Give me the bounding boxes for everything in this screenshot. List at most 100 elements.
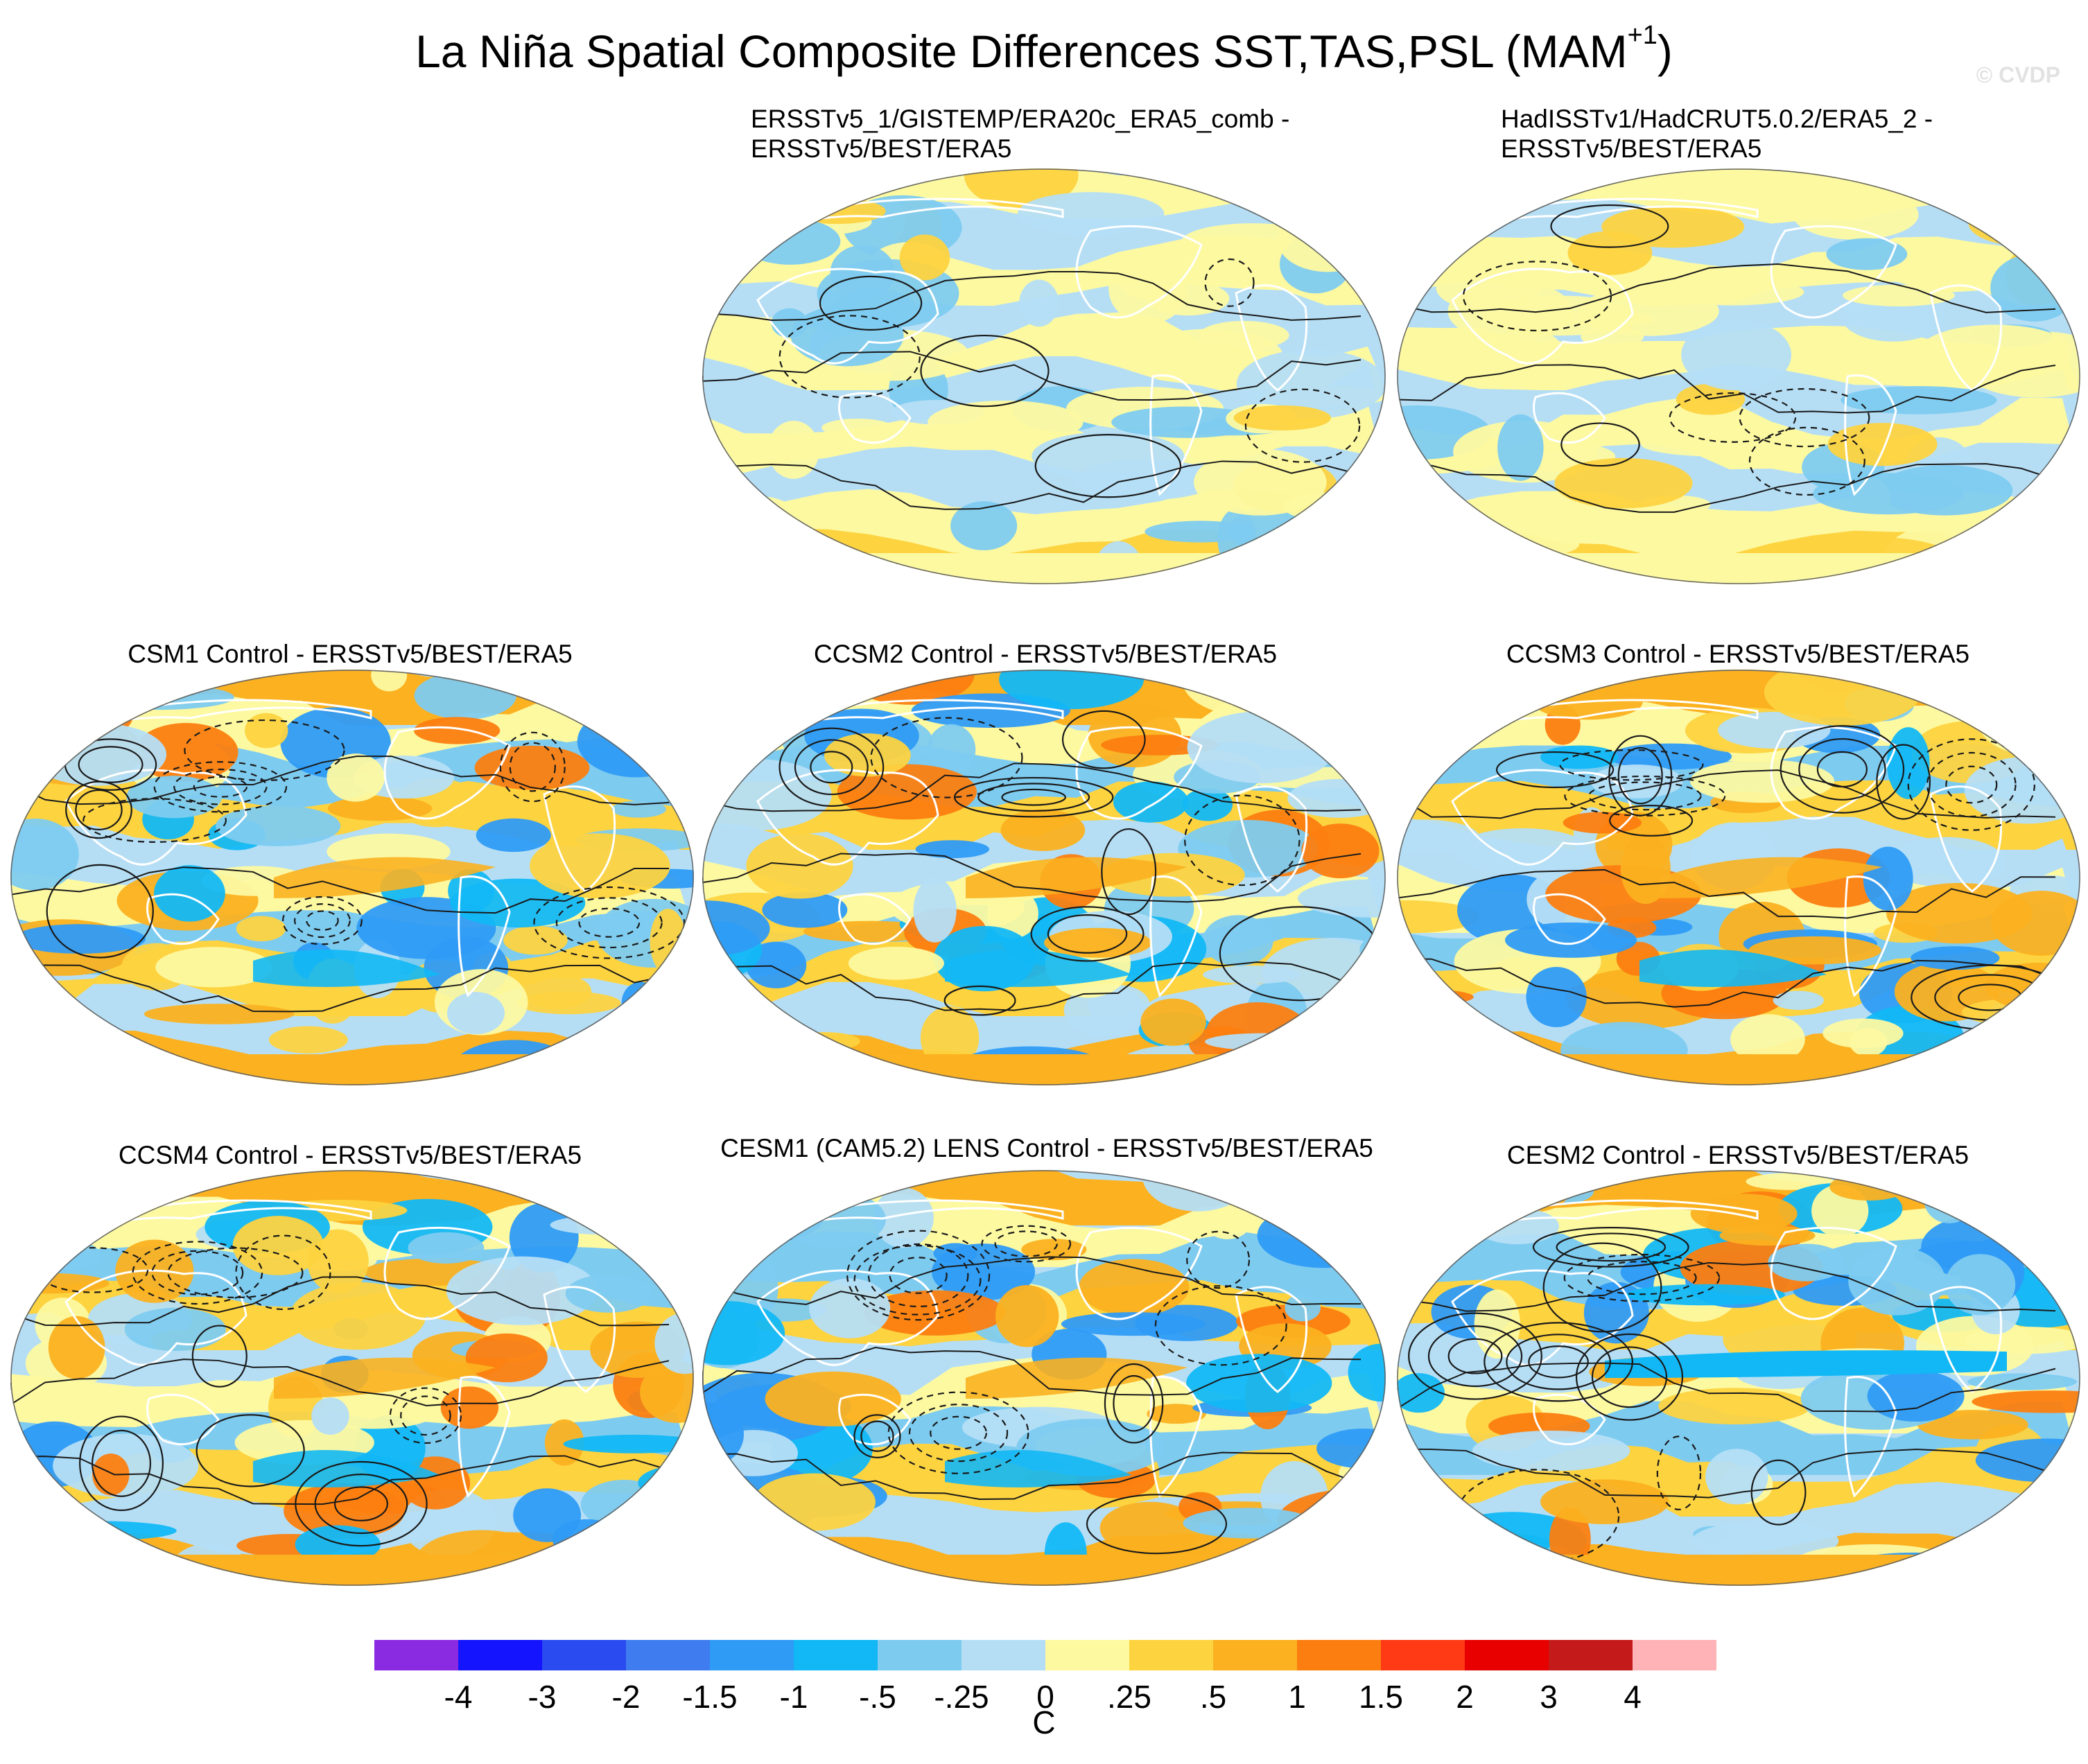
psl-contour-positive bbox=[1397, 263, 2056, 313]
psl-contour-positive bbox=[75, 789, 123, 830]
continent-outline bbox=[1770, 225, 1897, 319]
psl-contour-positive bbox=[10, 1276, 670, 1327]
psl-contour-negative bbox=[167, 1247, 304, 1299]
colorbar-tick-label: -.25 bbox=[934, 1679, 989, 1715]
anomaly-blob bbox=[899, 234, 950, 281]
panel-title-csm1: CSM1 Control - ERSSTv5/BEST/ERA5 bbox=[128, 640, 573, 668]
southern-cold-anomaly bbox=[1639, 950, 1827, 987]
psl-contour-positive bbox=[1397, 1261, 2056, 1312]
anomaly-blob bbox=[1203, 966, 1301, 984]
colorbar-swatch bbox=[794, 1640, 878, 1670]
psl-contour-negative bbox=[1563, 1253, 1721, 1302]
psl-contour-positive bbox=[1609, 805, 1694, 837]
continent-outline bbox=[1451, 769, 1634, 866]
psl-contour-positive bbox=[794, 739, 869, 796]
pacific-warm-anomaly bbox=[274, 1357, 496, 1399]
anomaly-blob bbox=[1863, 846, 1913, 911]
map-cesm2 bbox=[1397, 1170, 2080, 1586]
colorbar-swatch bbox=[374, 1640, 458, 1670]
psl-contour-positive bbox=[1104, 1363, 1164, 1444]
colorbar-tick-label: 1.5 bbox=[1359, 1679, 1403, 1715]
colorbar-swatch bbox=[1213, 1640, 1297, 1670]
colorbar-swatch bbox=[1381, 1640, 1465, 1670]
colorbar-swatch bbox=[1549, 1640, 1633, 1670]
psl-contour-positive bbox=[10, 756, 670, 805]
anomaly-blob bbox=[155, 947, 272, 988]
psl-contour-positive bbox=[10, 1455, 670, 1505]
anomaly-blob bbox=[1919, 324, 2072, 378]
map-frame bbox=[1397, 1170, 2080, 1586]
psl-contour-positive bbox=[977, 783, 1090, 812]
anomaly-blob bbox=[702, 1300, 785, 1365]
colorbar-swatch bbox=[1129, 1640, 1213, 1670]
anomaly-blob bbox=[1554, 457, 1693, 509]
continent-outline bbox=[383, 1226, 511, 1320]
anomaly-blob bbox=[1886, 882, 2033, 944]
continent-outline bbox=[1844, 1376, 1897, 1498]
colorbar-tick-label: 0 bbox=[1036, 1679, 1054, 1715]
continent-outline bbox=[1235, 284, 1308, 392]
anomaly-blob bbox=[1061, 1312, 1206, 1336]
psl-contour-negative bbox=[1564, 775, 1726, 816]
psl-contour-negative bbox=[846, 1230, 991, 1321]
anomaly-blob bbox=[1843, 284, 1955, 306]
map-frame bbox=[702, 1170, 1386, 1586]
continent-outline bbox=[543, 785, 616, 893]
anomaly-blob bbox=[124, 1307, 226, 1352]
psl-contour-positive bbox=[79, 1415, 164, 1512]
psl-contour-positive bbox=[195, 1414, 305, 1487]
psl-contour-positive bbox=[1397, 868, 2056, 919]
psl-contour-positive bbox=[92, 1429, 152, 1497]
colorbar-swatch bbox=[710, 1640, 794, 1670]
continent-outline bbox=[1075, 225, 1203, 319]
anomaly-blob bbox=[1298, 879, 1386, 918]
anomaly-blob bbox=[126, 776, 223, 819]
anomaly-blob bbox=[516, 991, 621, 1015]
anomaly-blob bbox=[809, 1278, 891, 1338]
psl-contour-positive bbox=[10, 866, 670, 914]
anomaly-blob bbox=[1474, 1289, 1520, 1359]
psl-contour-positive bbox=[1798, 737, 1886, 801]
anomaly-blob bbox=[1848, 1246, 1946, 1316]
watermark: © CVDP bbox=[1976, 62, 2060, 87]
anomaly-blob bbox=[1147, 1404, 1206, 1424]
anomaly-blob bbox=[1146, 281, 1230, 316]
psl-contour-negative bbox=[1244, 388, 1361, 463]
anomaly-blob bbox=[513, 1488, 582, 1542]
anomaly-blob bbox=[1099, 1501, 1201, 1555]
southern-cold-anomaly bbox=[945, 1450, 1132, 1487]
psl-contour-negative bbox=[870, 717, 1023, 798]
continent-outline bbox=[1770, 1226, 1897, 1320]
anomaly-blob bbox=[327, 753, 385, 802]
continent-outline bbox=[1075, 1226, 1203, 1320]
continent-outline bbox=[383, 726, 511, 820]
anomaly-blob bbox=[654, 1312, 694, 1374]
psl-contour-negative bbox=[889, 1257, 948, 1294]
map-frame bbox=[1397, 168, 2080, 584]
colorbar-swatch bbox=[1465, 1640, 1549, 1670]
psl-contour-negative bbox=[306, 910, 339, 931]
psl-contour-positive bbox=[702, 961, 1361, 1011]
psl-contour-positive bbox=[1030, 906, 1145, 962]
anomaly-blob bbox=[1032, 431, 1185, 481]
colorbar-tick-label: 1 bbox=[1288, 1679, 1306, 1715]
psl-contour-positive bbox=[1086, 1494, 1228, 1555]
anomaly-blob bbox=[1454, 828, 1592, 875]
panel-title-obs1: ERSSTv5_1/GISTEMP/ERA20c_ERA5_comb - ERS… bbox=[751, 105, 1290, 163]
psl-contour-positive bbox=[702, 460, 1361, 510]
continent-outline bbox=[1149, 374, 1203, 496]
psl-contour-positive bbox=[1101, 828, 1157, 916]
anomaly-blob bbox=[446, 1256, 598, 1325]
anomaly-blob bbox=[1658, 1388, 1811, 1424]
colorbar-tick-label: -.5 bbox=[859, 1679, 896, 1715]
map-frame bbox=[702, 168, 1386, 584]
anomaly-blob bbox=[1676, 383, 1746, 415]
psl-contour-positive bbox=[810, 751, 853, 784]
psl-contour-negative bbox=[499, 731, 566, 803]
anomaly-blob bbox=[1681, 319, 1792, 391]
map-ccsm2 bbox=[702, 670, 1386, 1085]
continent-outline bbox=[1451, 268, 1634, 365]
psl-contour-positive bbox=[1113, 1374, 1155, 1432]
continent-outline bbox=[458, 875, 511, 997]
